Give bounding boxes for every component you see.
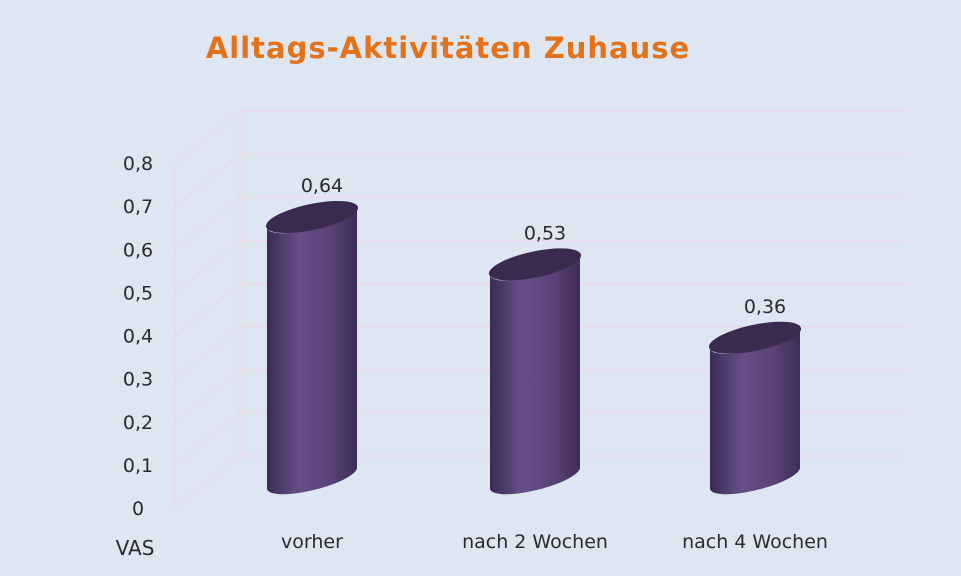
bar [265, 200, 359, 495]
y-tick-label: 0,4 [123, 326, 153, 348]
y-tick-label: 0,5 [123, 282, 153, 304]
x-tick-label: nach 4 Wochen [682, 531, 828, 553]
bar-top [708, 321, 802, 354]
y-tick-label: 0,7 [123, 196, 153, 218]
bar-body [709, 327, 800, 495]
x-axis-ticks: vorher nach 2 Wochen nach 4 Wochen [281, 531, 828, 553]
y-axis-ticks: 0 0,1 0,2 0,3 0,4 0,5 0,6 0,7 0,8 [123, 153, 153, 520]
bar [488, 248, 582, 495]
grid-line [174, 110, 905, 164]
y-tick-label: 0,8 [123, 153, 153, 175]
bar [708, 321, 802, 495]
grid-line [174, 153, 905, 207]
grid-lines [174, 110, 905, 509]
value-label: 0,64 [301, 175, 343, 197]
y-tick-label: 0,3 [123, 369, 153, 391]
x-tick-label: nach 2 Wochen [462, 531, 608, 553]
x-tick-label: vorher [281, 531, 343, 553]
value-labels: 0,64 0,53 0,36 [301, 175, 786, 318]
bar-body [489, 254, 580, 495]
y-tick-label: 0 [132, 498, 144, 520]
y-tick-label: 0,2 [123, 412, 153, 434]
bars [265, 200, 802, 495]
value-label: 0,36 [744, 296, 786, 318]
y-tick-label: 0,1 [123, 455, 153, 477]
bar-top [265, 200, 359, 234]
chart-title: Alltags-Aktivitäten Zuhause [206, 31, 690, 65]
bar-top [488, 248, 582, 281]
value-label: 0,53 [524, 222, 566, 244]
bar-body [266, 207, 357, 495]
y-tick-label: 0,6 [123, 239, 153, 261]
y-axis-label: VAS [116, 536, 155, 560]
